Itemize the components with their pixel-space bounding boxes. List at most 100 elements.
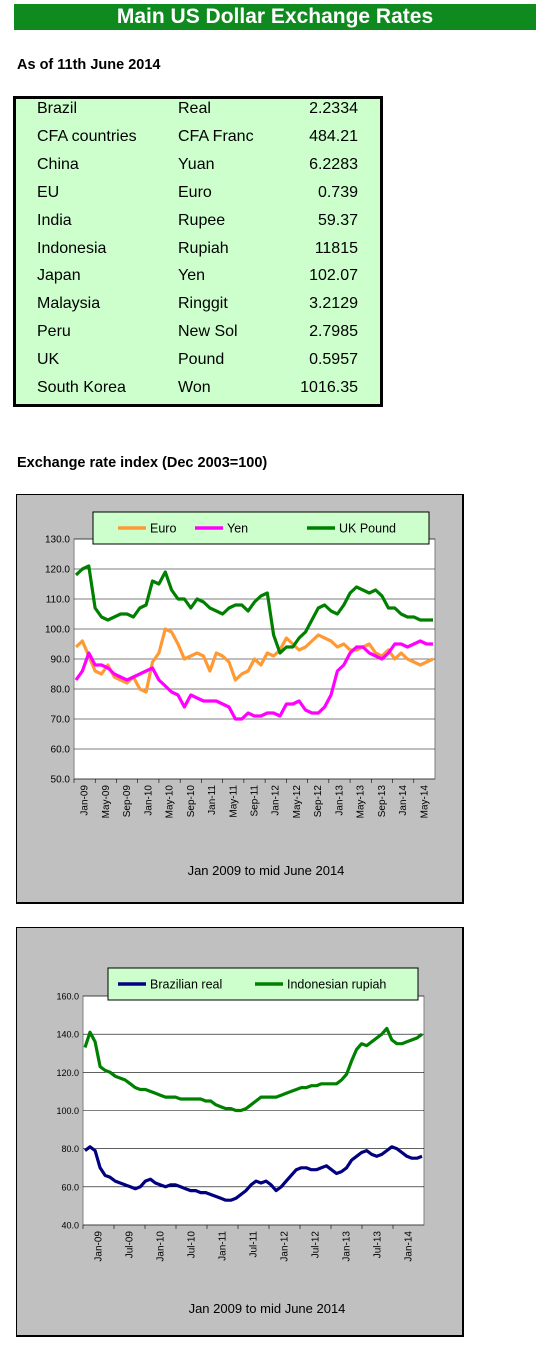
x-tick-label: Jan-12 <box>280 1231 291 1262</box>
x-tick-label: Jan-09 <box>80 785 91 816</box>
exchange-rates-table: Brazil Real 2.2334 CFA countries CFA Franc 48… <box>13 96 383 407</box>
y-tick-label: 140.0 <box>56 1030 79 1040</box>
legend-label: Indonesian rupiah <box>287 978 386 992</box>
x-tick-label: Jan-14 <box>404 1231 415 1262</box>
currency-name: Rupee <box>178 211 226 229</box>
y-tick-label: 100.0 <box>45 625 70 636</box>
y-tick-label: 120.0 <box>56 1068 79 1078</box>
rate-value: 59.37 <box>317 211 358 229</box>
legend-label: Euro <box>150 522 176 536</box>
y-tick-label: 80.0 <box>61 1144 79 1154</box>
y-tick-label: 90.0 <box>51 655 71 666</box>
rate-value: 2.2334 <box>309 100 358 117</box>
x-tick-label: Jul-12 <box>311 1231 322 1259</box>
x-tick-label: Jan-11 <box>207 785 218 815</box>
country-name: CFA countries <box>37 127 137 145</box>
country-name: South Korea <box>37 379 126 396</box>
chart-index-euro-yen-pound: 130.0 120.0 110.0 100.0 90.0 80.0 70.0 60.0 50.0… <box>16 494 464 904</box>
x-tick-label: May-09 <box>101 785 112 819</box>
page-title-banner: Main US Dollar Exchange Rates <box>14 4 536 30</box>
country-name: UK <box>37 351 60 369</box>
x-tick-label: Jan-12 <box>271 785 282 816</box>
x-tick-label: May-12 <box>292 785 303 819</box>
x-tick-label: Jul-13 <box>373 1231 384 1259</box>
currency-name: New Sol <box>178 323 238 341</box>
rate-value: 11815 <box>314 239 358 257</box>
x-tick-label: Jul-11 <box>249 1231 260 1258</box>
currency-name: Euro <box>178 183 212 201</box>
x-tick-label: Jan-10 <box>156 1231 167 1262</box>
rate-value: 484.21 <box>309 127 358 145</box>
rate-row: South Korea Won 1016.35 <box>16 379 380 405</box>
x-tick-label: Sep-09 <box>122 785 133 818</box>
rate-value: 2.7985 <box>309 323 358 341</box>
rate-value: 6.2283 <box>309 155 358 173</box>
currency-name: Rupiah <box>178 239 229 257</box>
currency-name: Won <box>178 379 211 396</box>
y-tick-label: 160.0 <box>56 992 79 1002</box>
x-tick-label: Sep-11 <box>250 785 261 817</box>
currency-name: Ringgit <box>178 295 228 313</box>
country-name: Malaysia <box>37 295 101 313</box>
x-tick-label: Jan-11 <box>218 1231 229 1261</box>
y-tick-label: 80.0 <box>51 685 71 696</box>
y-tick-label: 60.0 <box>61 1182 79 1192</box>
rate-row: Peru New Sol 2.7985 <box>16 323 380 349</box>
x-tick-label: Sep-12 <box>313 785 324 818</box>
currency-name: Real <box>178 100 211 117</box>
series-line-1 <box>74 627 434 694</box>
x-tick-label: May-10 <box>165 785 176 819</box>
rate-value: 1016.35 <box>300 379 358 396</box>
rate-value: 102.07 <box>309 267 358 285</box>
x-tick-label: Jan-10 <box>143 785 154 816</box>
x-tick-label: Jul-09 <box>125 1231 136 1259</box>
rate-row: Brazil Real 2.2334 <box>16 100 380 126</box>
currency-name: Yuan <box>178 155 215 173</box>
legend-label: Brazilian real <box>150 978 222 992</box>
rate-row: UK Pound 0.5957 <box>16 351 380 377</box>
x-axis-title: Jan 2009 to mid June 2014 <box>189 1301 346 1316</box>
rate-row: China Yuan 6.2283 <box>16 156 380 182</box>
x-tick-label: May-13 <box>356 785 367 819</box>
legend-box <box>92 511 430 545</box>
x-tick-label: Sep-13 <box>377 785 388 818</box>
rate-row: Indonesia Rupiah 11815 <box>16 240 380 266</box>
y-tick-label: 60.0 <box>51 745 71 756</box>
legend-label: Yen <box>227 522 248 536</box>
country-name: Indonesia <box>37 239 107 257</box>
country-name: China <box>37 155 79 173</box>
y-tick-label: 100.0 <box>56 1106 79 1116</box>
country-name: Japan <box>37 267 81 285</box>
y-tick-label: 110.0 <box>46 595 71 606</box>
y-tick-label: 70.0 <box>51 715 71 726</box>
rate-row: CFA countries CFA Franc 484.21 <box>16 128 380 154</box>
as-of-date: As of 11th June 2014 <box>17 57 161 73</box>
currency-name: Yen <box>178 267 205 285</box>
x-tick-label: Jan-13 <box>334 785 345 816</box>
legend-label: UK Pound <box>339 522 396 536</box>
rate-row: Malaysia Ringgit 3.2129 <box>16 295 380 321</box>
x-axis-title: Jan 2009 to mid June 2014 <box>188 863 345 878</box>
series-line-2 <box>83 1026 423 1113</box>
country-name: Peru <box>37 323 71 341</box>
y-tick-label: 40.0 <box>61 1221 79 1231</box>
chart-index-real-rupiah: 160.0 140.0 120.0 100.0 80.0 60.0 40.0 Jan-09 Ju… <box>16 927 464 1337</box>
series-line-1 <box>84 1145 423 1202</box>
x-tick-label: May-14 <box>419 785 430 819</box>
chart-svg-1: 130.0 120.0 110.0 100.0 90.0 80.0 70.0 60.0 50.0… <box>45 511 436 878</box>
x-tick-label: Sep-10 <box>186 785 197 818</box>
x-tick-label: Jul-10 <box>187 1231 198 1259</box>
y-tick-label: 120.0 <box>45 565 70 576</box>
section-title: Exchange rate index (Dec 2003=100) <box>17 455 268 471</box>
rate-row: EU Euro 0.739 <box>16 184 380 210</box>
country-name: Brazil <box>37 100 78 117</box>
x-tick-label: Jan-14 <box>398 785 409 816</box>
page-title: Main US Dollar Exchange Rates <box>116 5 434 28</box>
chart-svg-2: 160.0 140.0 120.0 100.0 80.0 60.0 40.0 Jan-09 Ju… <box>56 967 425 1316</box>
currency-name: Pound <box>178 351 225 369</box>
rate-value: 0.739 <box>317 183 358 201</box>
rate-row: India Rupee 59.37 <box>16 212 380 238</box>
x-tick-label: May-11 <box>228 785 239 818</box>
country-name: EU <box>37 183 60 201</box>
currency-name: CFA Franc <box>178 127 254 145</box>
